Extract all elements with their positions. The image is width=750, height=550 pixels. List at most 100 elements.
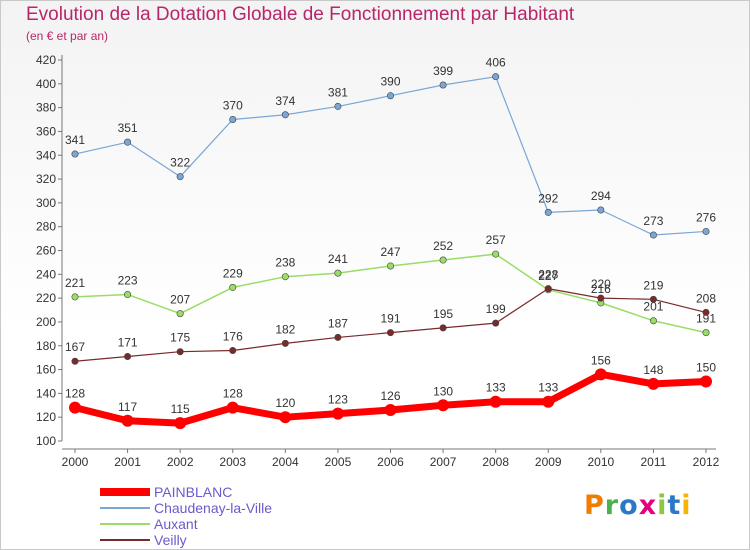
chart-subtitle: (en € et par an) bbox=[26, 29, 109, 43]
data-point bbox=[386, 262, 394, 270]
data-label: 292 bbox=[538, 191, 558, 205]
series-chaudenay-la-ville: 341 351 322 370 374 381 390 399 406 292 294 273 276 bbox=[65, 56, 716, 239]
line-chart: 100 120 140 160 180 200 220 240 260 280 300 320 340 3… bbox=[36, 53, 720, 469]
y-tick-label: 280 bbox=[36, 220, 56, 234]
data-point bbox=[334, 333, 342, 341]
data-point bbox=[649, 295, 657, 303]
data-label: 156 bbox=[591, 353, 611, 367]
data-label: 201 bbox=[643, 300, 663, 314]
data-point bbox=[386, 92, 394, 100]
data-point bbox=[281, 339, 289, 347]
x-tick-label: 2012 bbox=[693, 455, 720, 469]
data-point bbox=[331, 407, 344, 420]
data-point bbox=[544, 208, 552, 216]
y-tick-label: 360 bbox=[36, 124, 56, 138]
series-veilly: 167 171 175 176 182 187 191 195 199 228 220 219 208 bbox=[65, 268, 716, 365]
data-label: 150 bbox=[696, 360, 716, 374]
data-label: 273 bbox=[643, 214, 663, 228]
legend-item-painblanc: PAINBLANC bbox=[100, 484, 360, 500]
x-tick-label: 2004 bbox=[272, 455, 299, 469]
data-point bbox=[439, 324, 447, 332]
y-tick-label: 140 bbox=[36, 386, 56, 400]
chart-title: Evolution de la Dotation Globale de Fonc… bbox=[26, 4, 575, 25]
data-label: 195 bbox=[433, 307, 453, 321]
data-point bbox=[489, 395, 502, 408]
data-point bbox=[700, 375, 712, 388]
data-point bbox=[492, 73, 500, 81]
data-label: 229 bbox=[223, 266, 243, 280]
y-tick-label: 200 bbox=[36, 315, 56, 329]
data-point bbox=[121, 414, 134, 427]
legend-label: Chaudenay-la-Ville bbox=[154, 500, 273, 516]
data-point bbox=[226, 401, 239, 414]
data-point bbox=[437, 399, 450, 412]
y-tick-label: 240 bbox=[36, 267, 56, 281]
data-label: 128 bbox=[223, 387, 243, 401]
data-point bbox=[176, 173, 184, 181]
data-label: 370 bbox=[223, 99, 243, 113]
x-tick-label: 2007 bbox=[430, 455, 457, 469]
proxiti-logo: Proxiti bbox=[584, 490, 692, 521]
data-point bbox=[649, 231, 657, 239]
data-point bbox=[492, 250, 500, 258]
y-tick-label: 340 bbox=[36, 148, 56, 162]
data-label: 128 bbox=[65, 387, 85, 401]
data-point bbox=[649, 317, 657, 325]
data-label: 227 bbox=[538, 269, 558, 283]
data-label: 133 bbox=[486, 381, 506, 395]
data-label: 257 bbox=[486, 233, 506, 247]
legend-label: PAINBLANC bbox=[154, 484, 233, 500]
data-label: 221 bbox=[65, 276, 85, 290]
x-tick-label: 2000 bbox=[62, 455, 89, 469]
x-tick-label: 2008 bbox=[482, 455, 509, 469]
data-label: 207 bbox=[170, 293, 190, 307]
data-point bbox=[542, 395, 555, 408]
data-label: 191 bbox=[696, 312, 716, 326]
x-tick-label: 2001 bbox=[114, 455, 141, 469]
data-point bbox=[279, 411, 292, 424]
data-label: 238 bbox=[275, 256, 295, 270]
data-label: 167 bbox=[65, 340, 85, 354]
x-tick-label: 2011 bbox=[641, 455, 667, 469]
y-tick-label: 220 bbox=[36, 291, 56, 305]
data-point bbox=[281, 273, 289, 281]
data-point bbox=[384, 404, 397, 417]
x-tick-label: 2010 bbox=[587, 455, 614, 469]
y-tick-label: 160 bbox=[36, 363, 56, 377]
data-point bbox=[492, 319, 500, 327]
data-label: 130 bbox=[433, 384, 453, 398]
series-auxant: 221 223 207 229 238 241 247 252 257 227 216 201 191 bbox=[65, 233, 716, 337]
data-point bbox=[71, 293, 79, 301]
legend-item-veilly: Veilly bbox=[100, 532, 360, 548]
data-label: 148 bbox=[643, 363, 663, 377]
legend-label: Veilly bbox=[154, 532, 187, 548]
data-point bbox=[594, 368, 607, 381]
data-label: 176 bbox=[223, 330, 243, 344]
data-label: 223 bbox=[118, 274, 138, 288]
data-label: 120 bbox=[275, 396, 295, 410]
x-tick-label: 2003 bbox=[219, 455, 246, 469]
data-point bbox=[597, 206, 605, 214]
legend-item-auxant: Auxant bbox=[100, 516, 360, 532]
y-tick-label: 320 bbox=[36, 172, 56, 186]
data-label: 322 bbox=[170, 156, 190, 170]
data-point bbox=[334, 102, 342, 110]
y-tick-label: 120 bbox=[36, 410, 56, 424]
data-label: 228 bbox=[538, 268, 558, 282]
data-label: 216 bbox=[591, 282, 611, 296]
data-point bbox=[229, 116, 237, 124]
series-painblanc: 128 117 115 128 120 123 126 130 133 133 156 148 150 bbox=[65, 353, 716, 430]
legend-swatch bbox=[100, 539, 150, 541]
y-tick-label: 380 bbox=[36, 101, 56, 115]
data-label: 241 bbox=[328, 252, 348, 266]
data-label: 187 bbox=[328, 316, 348, 330]
data-point bbox=[702, 329, 710, 337]
data-point bbox=[281, 111, 289, 119]
x-tick-label: 2006 bbox=[377, 455, 404, 469]
data-label: 399 bbox=[433, 64, 453, 78]
legend-item-chaudenay: Chaudenay-la-Ville bbox=[100, 500, 360, 516]
data-point bbox=[439, 81, 447, 89]
x-tick-label: 2002 bbox=[167, 455, 194, 469]
data-label: 219 bbox=[643, 278, 663, 292]
